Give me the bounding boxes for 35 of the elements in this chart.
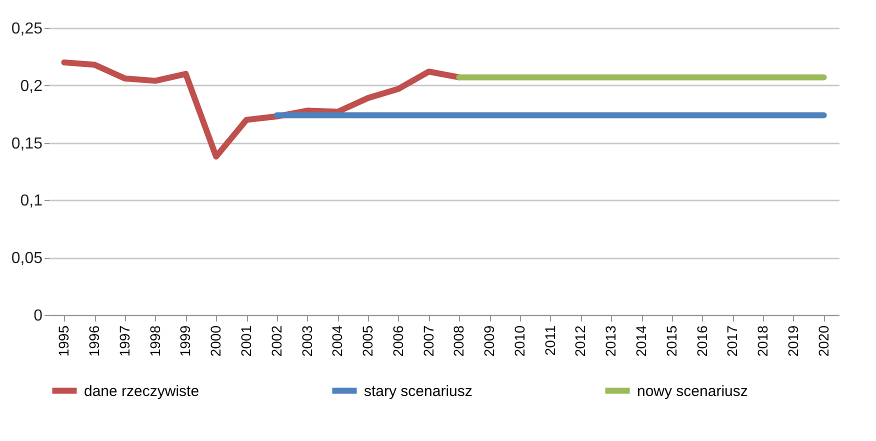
x-tick-label: 2005 bbox=[360, 325, 376, 357]
x-tick-label: 1997 bbox=[116, 325, 132, 357]
x-tick-label: 2013 bbox=[602, 325, 619, 357]
x-tick-label: 2002 bbox=[268, 325, 284, 357]
x-tick-label: 1995 bbox=[56, 325, 72, 357]
x-tick-label: 2019 bbox=[784, 325, 801, 357]
y-tick-label: 0,15 bbox=[11, 135, 43, 152]
legend-label: stary scenariusz bbox=[364, 382, 472, 400]
x-tick-label: 2003 bbox=[298, 325, 315, 357]
x-tick-label: 1996 bbox=[86, 325, 102, 357]
y-tick-label: 0,1 bbox=[20, 192, 43, 210]
x-tick-label: 1998 bbox=[146, 325, 163, 357]
x-tick-label: 2017 bbox=[724, 325, 740, 357]
x-tick-label: 2004 bbox=[329, 325, 346, 357]
x-tick-label: 2011 bbox=[542, 325, 558, 356]
x-tick-label: 1999 bbox=[177, 325, 194, 357]
y-tick-label: 0 bbox=[34, 308, 43, 324]
legend-label: nowy scenariusz bbox=[637, 382, 748, 400]
y-tick-label: 0,2 bbox=[20, 78, 43, 95]
x-tick-label: 2012 bbox=[572, 325, 588, 357]
x-tick-label: 2001 bbox=[238, 325, 254, 357]
x-tick-label: 2009 bbox=[481, 325, 498, 357]
y-tick-label: 0,25 bbox=[11, 20, 43, 38]
x-tick-label: 2016 bbox=[694, 325, 710, 357]
legend-label: dane rzeczywiste bbox=[84, 382, 200, 400]
x-tick-label: 2006 bbox=[390, 325, 406, 357]
x-tick-label: 2000 bbox=[208, 325, 224, 357]
x-tick-label: 2014 bbox=[633, 325, 649, 357]
x-tick-label: 2008 bbox=[450, 325, 467, 357]
x-tick-label: 2010 bbox=[511, 325, 528, 357]
x-tick-label: 2007 bbox=[420, 325, 436, 357]
x-tick-label: 2015 bbox=[663, 325, 680, 357]
y-tick-label: 0,05 bbox=[11, 250, 43, 268]
x-tick-label: 2018 bbox=[754, 325, 771, 357]
x-tick-label: 2020 bbox=[815, 325, 832, 357]
